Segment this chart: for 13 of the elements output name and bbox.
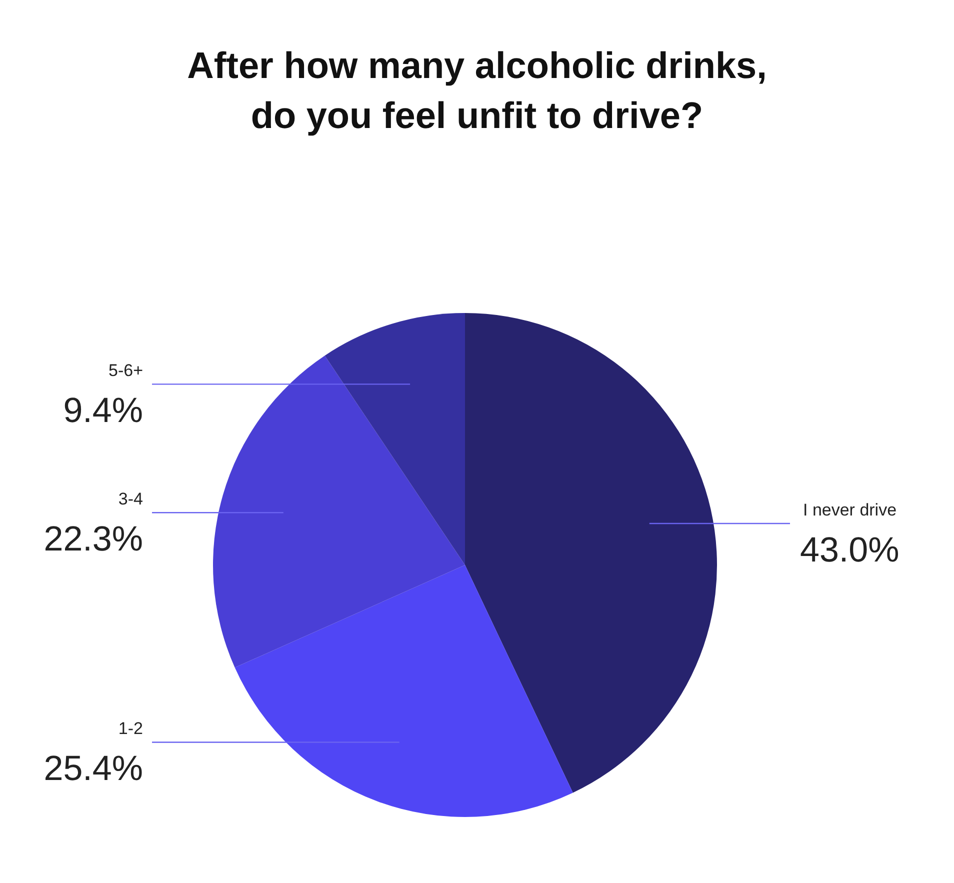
pie-slice [213,356,465,668]
pie-slice [465,313,717,793]
slice-label: 5-6+ [108,361,144,380]
slice-label: 3-4 [118,490,143,509]
pie-slice [234,565,573,817]
slice-label: 1-2 [118,719,143,738]
data-label: 43.0% [800,530,900,570]
data-label: 22.3% [44,520,143,559]
data-label: 25.4% [44,749,143,788]
slice-label: I never drive [803,500,897,520]
pie-slice [324,313,465,565]
data-label: 9.4% [63,391,143,430]
chart-title: After how many alcoholic drinks, do you feel unfit to drive? [187,45,767,136]
